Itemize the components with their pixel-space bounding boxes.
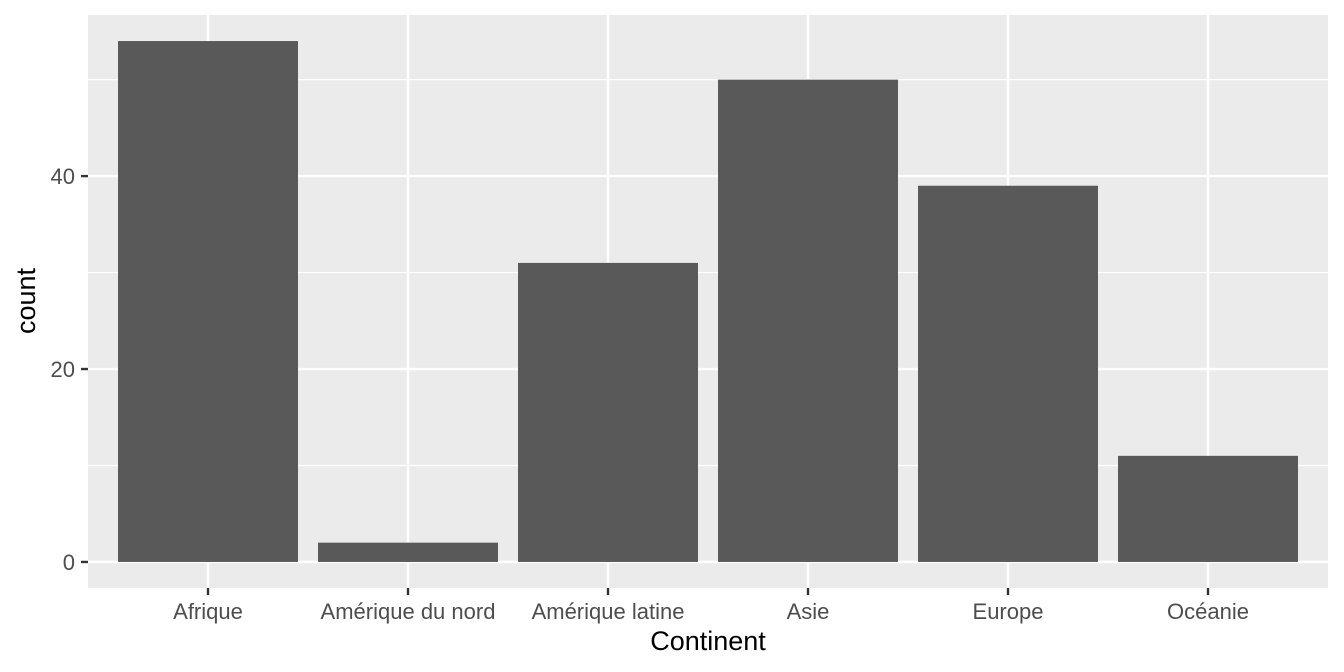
bar xyxy=(318,542,498,562)
bar xyxy=(718,79,898,562)
y-tick-label: 20 xyxy=(51,357,75,382)
x-tick-label: Amérique du nord xyxy=(321,599,496,624)
x-tick-label: Asie xyxy=(787,599,830,624)
bar xyxy=(918,185,1098,562)
bars xyxy=(118,41,1298,562)
y-axis-title: count xyxy=(11,267,41,334)
x-axis: Afrique Amérique du nord Amérique latine As… xyxy=(173,588,1249,624)
x-tick-label: Europe xyxy=(973,599,1044,624)
bar xyxy=(118,41,298,562)
y-tick-label: 0 xyxy=(63,550,75,575)
y-axis: 0 20 40 xyxy=(51,164,88,575)
y-tick-label: 40 xyxy=(51,164,75,189)
bar xyxy=(1118,455,1298,562)
x-tick-label: Afrique xyxy=(173,599,243,624)
x-tick-label: Océanie xyxy=(1167,599,1249,624)
x-axis-title: Continent xyxy=(650,626,766,656)
x-tick-label: Amérique latine xyxy=(532,599,685,624)
bar xyxy=(518,262,698,562)
